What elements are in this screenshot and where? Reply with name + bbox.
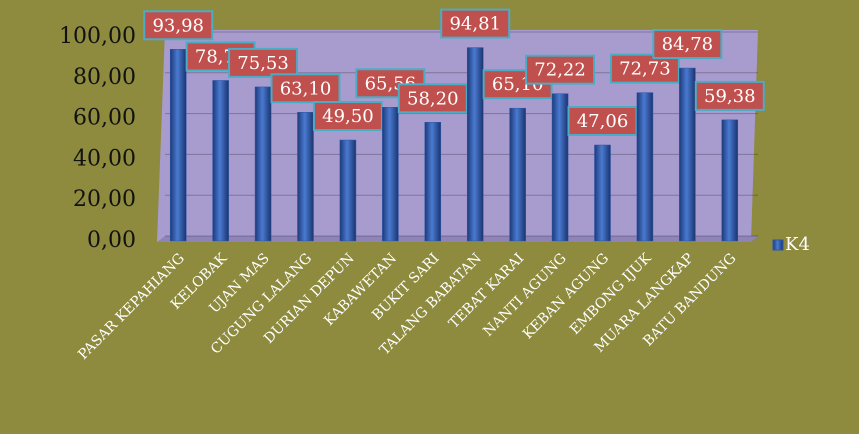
value-label-box — [609, 53, 680, 84]
bar — [551, 93, 569, 242]
bar — [466, 47, 484, 242]
x-tick-label: TEBAT KARAI — [446, 250, 527, 331]
value-label-box — [652, 29, 723, 60]
value-label: 84,78 — [662, 34, 714, 55]
value-label: 58,20 — [407, 88, 459, 109]
value-label-box — [440, 8, 511, 39]
value-label-box — [567, 105, 638, 136]
y-tick-label: 40,00 — [73, 146, 136, 171]
bar — [339, 139, 357, 242]
value-label: 94,81 — [449, 14, 501, 35]
bar — [594, 144, 611, 242]
value-label-box — [270, 73, 341, 104]
value-label: 72,73 — [619, 59, 671, 80]
legend-label: K4 — [785, 234, 810, 255]
value-label-box — [525, 54, 596, 85]
bar — [636, 92, 654, 242]
bar — [424, 122, 442, 242]
plot-floor — [157, 236, 758, 242]
value-label: 47,06 — [577, 111, 629, 132]
value-label-box — [694, 80, 765, 111]
value-label-box — [355, 68, 426, 99]
y-tick-label: 80,00 — [73, 65, 136, 90]
y-tick-label: 20,00 — [73, 187, 136, 212]
bar — [212, 80, 229, 242]
value-label: 49,50 — [322, 106, 374, 127]
value-label-box — [312, 101, 383, 132]
bar — [721, 119, 739, 242]
y-tick-label: 60,00 — [73, 106, 136, 131]
bar — [254, 86, 272, 242]
bar — [509, 107, 526, 242]
value-label: 72,22 — [534, 60, 586, 81]
y-tick-label: 100,00 — [59, 24, 136, 49]
value-label-box — [228, 47, 299, 78]
legend-swatch — [772, 239, 784, 251]
x-tick-label: PASAR KEPAHIANG — [75, 250, 188, 363]
y-tick-label: 0,00 — [87, 228, 136, 253]
value-label: 59,38 — [704, 86, 756, 107]
bar — [169, 49, 187, 242]
value-label-box — [397, 83, 468, 114]
value-label: 93,98 — [152, 15, 204, 36]
value-label: 63,10 — [280, 78, 332, 99]
bar — [382, 107, 399, 242]
bar — [297, 112, 314, 242]
bar — [679, 67, 696, 242]
value-label-box — [143, 10, 214, 41]
value-label: 75,53 — [237, 53, 289, 74]
